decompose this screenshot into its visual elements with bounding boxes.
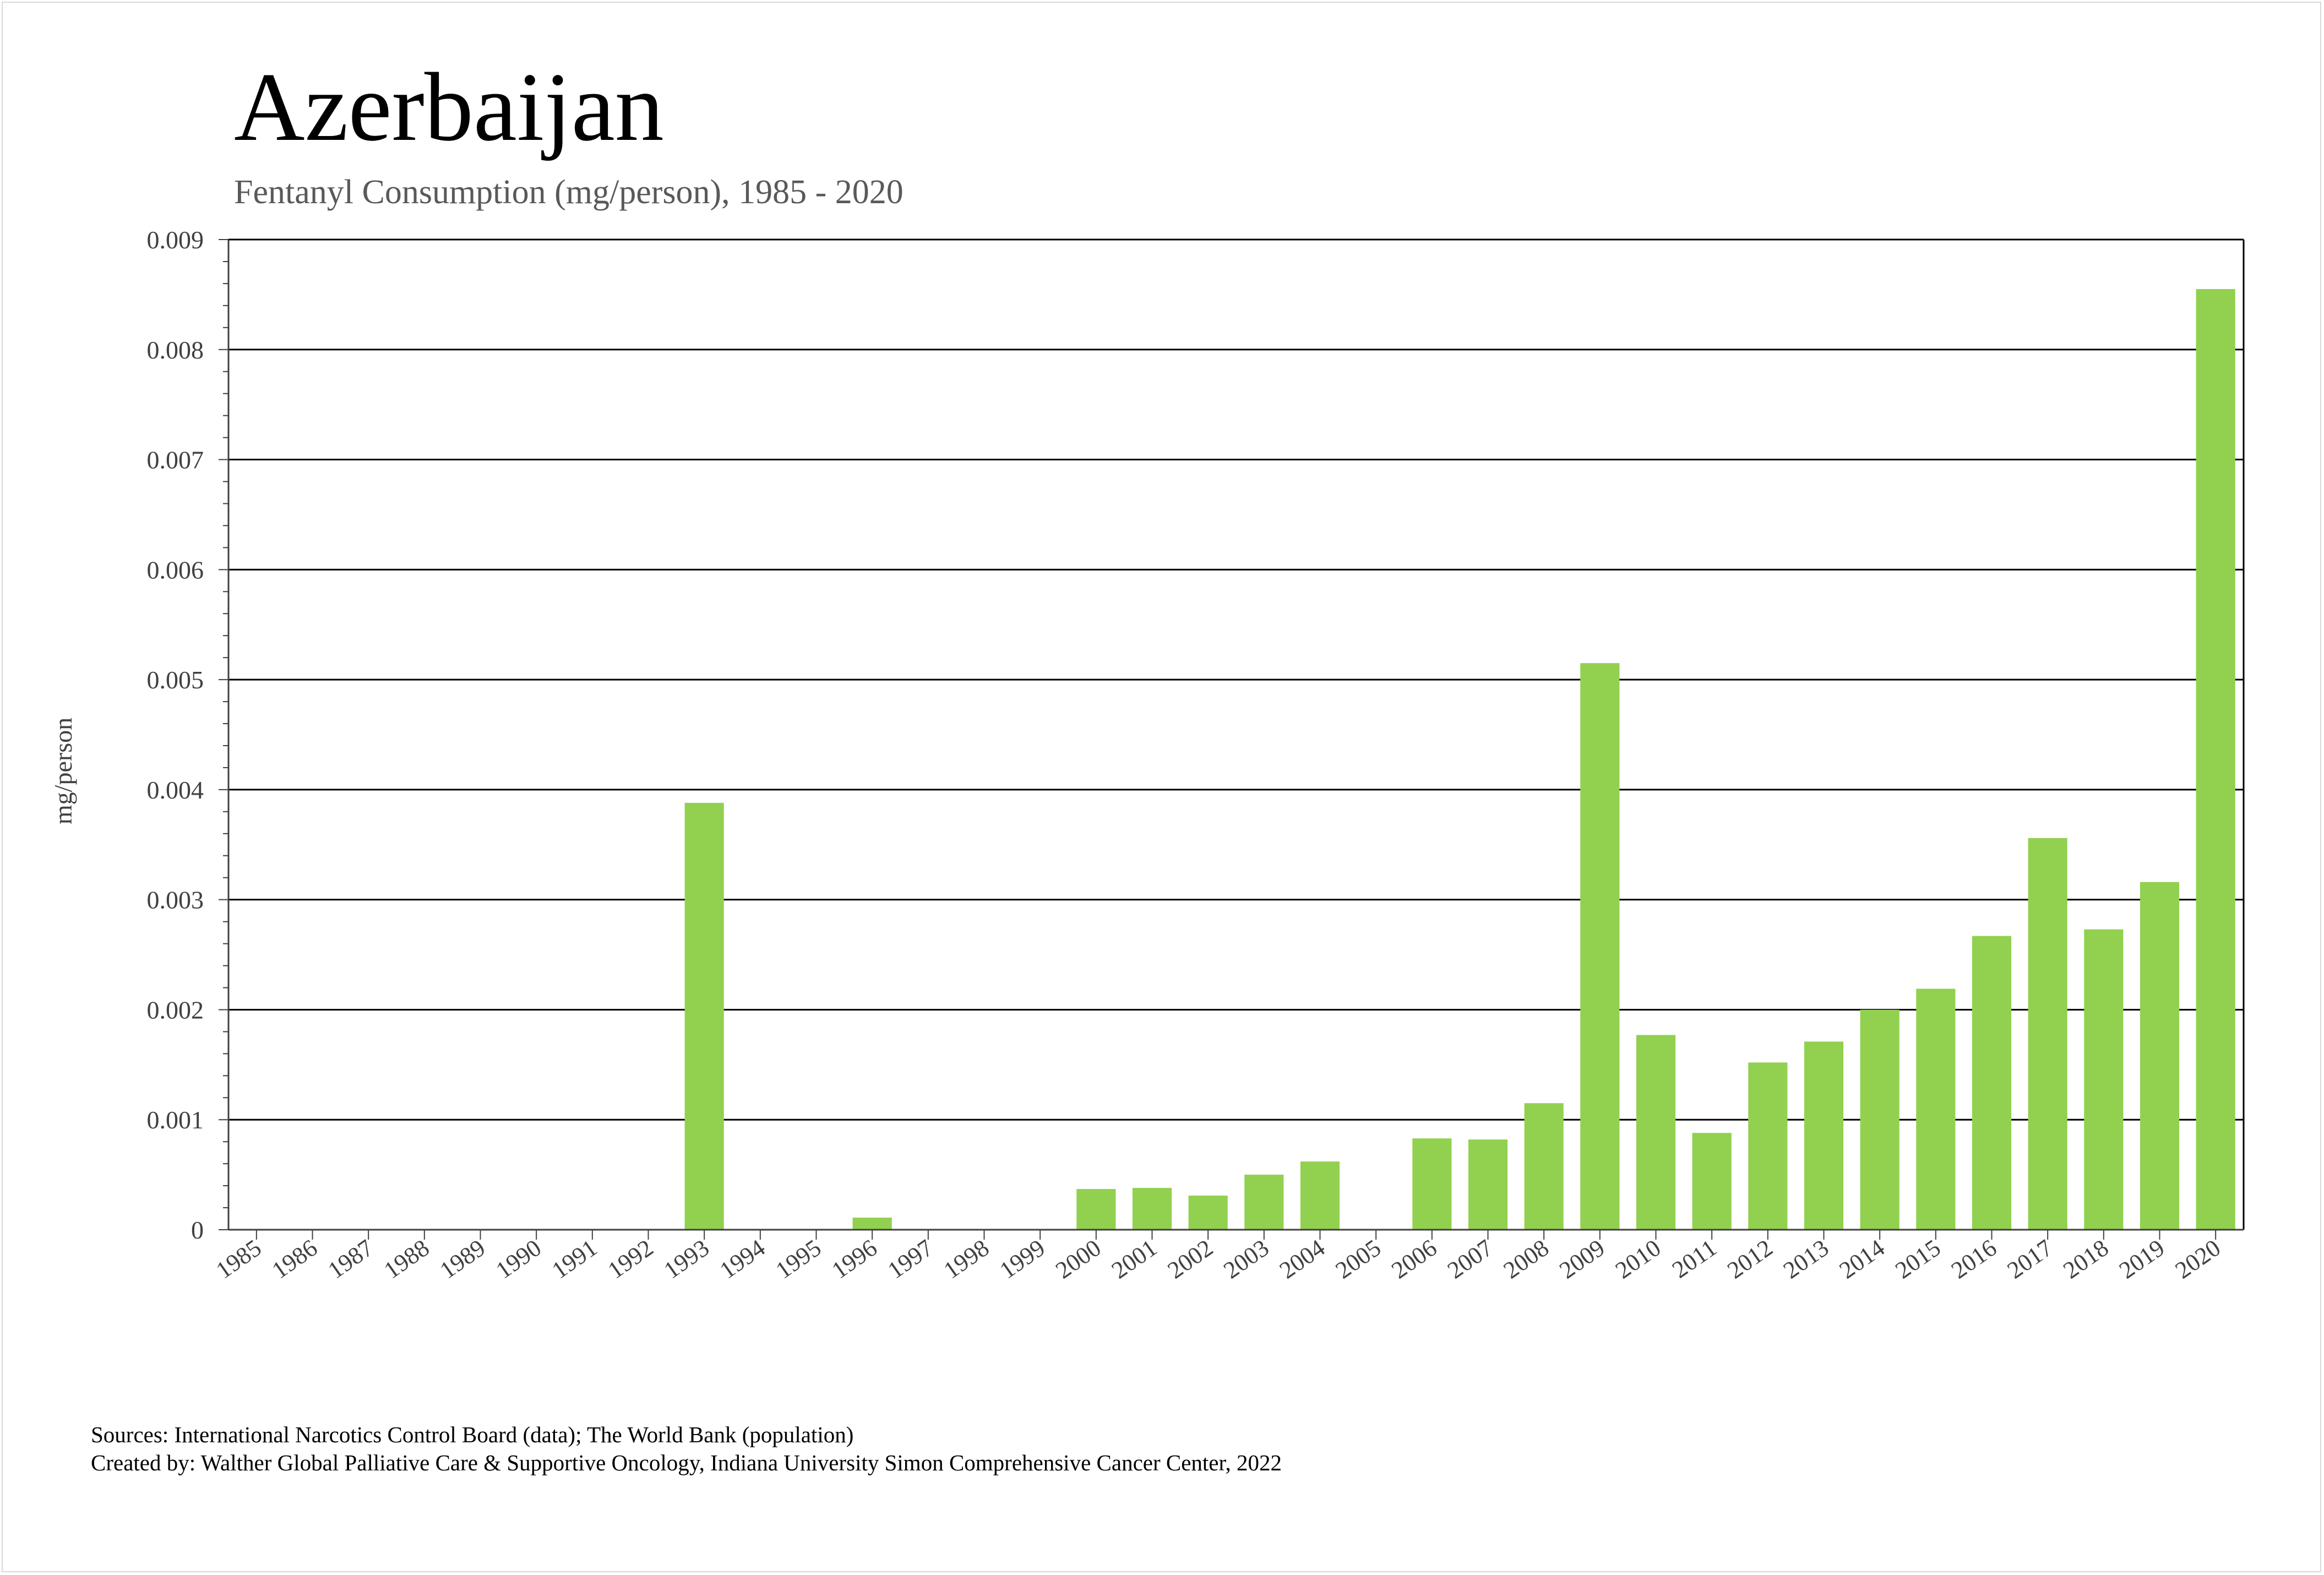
- bar-2011: [1692, 1133, 1732, 1230]
- x-tick-label: 1991: [547, 1234, 602, 1284]
- x-tick-label: 2016: [1946, 1234, 2001, 1284]
- bars: [684, 289, 2235, 1230]
- x-tick-label: 2008: [1499, 1234, 1554, 1284]
- x-tick-label: 1996: [827, 1234, 882, 1284]
- bar-2013: [1804, 1041, 1844, 1230]
- y-axis-label: mg/person: [49, 718, 77, 824]
- bar-2016: [1972, 936, 2012, 1230]
- x-tick-label: 2017: [2002, 1234, 2058, 1284]
- bar-1993: [684, 802, 724, 1230]
- x-tick-label: 2010: [1610, 1234, 1666, 1284]
- x-tick-label: 2015: [1890, 1234, 1945, 1284]
- bar-2012: [1748, 1062, 1788, 1230]
- x-tick-label: 2006: [1386, 1234, 1441, 1284]
- bar-2018: [2084, 929, 2124, 1230]
- bar-2007: [1468, 1139, 1508, 1230]
- x-tick-label: 2003: [1218, 1234, 1273, 1284]
- bar-2019: [2140, 882, 2180, 1230]
- chart-subtitle: Fentanyl Consumption (mg/person), 1985 -…: [234, 173, 904, 211]
- x-tick-label: 2013: [1778, 1234, 1833, 1284]
- x-tick-label: 2019: [2114, 1234, 2169, 1284]
- y-tick-label: 0: [191, 1216, 204, 1244]
- y-tick-label: 0.009: [147, 226, 204, 254]
- bar-2006: [1412, 1138, 1452, 1230]
- x-tick-label: 1989: [435, 1234, 490, 1284]
- bar-2003: [1244, 1175, 1284, 1230]
- bar-2009: [1580, 663, 1620, 1230]
- y-tick-label: 0.007: [147, 446, 204, 474]
- x-tick-label: 1986: [267, 1234, 322, 1284]
- axes: [219, 238, 2245, 1240]
- x-tick-label: 1990: [491, 1234, 546, 1284]
- y-tick-label: 0.001: [147, 1106, 204, 1134]
- x-tick-label: 1999: [995, 1234, 1050, 1284]
- gridlines: [228, 238, 2244, 1121]
- y-tick-label: 0.008: [147, 336, 204, 364]
- x-tick-label: 2004: [1275, 1234, 1330, 1284]
- bar-2008: [1524, 1103, 1564, 1230]
- x-tick-label: 2009: [1554, 1234, 1609, 1284]
- x-tick-label: 1985: [211, 1234, 266, 1284]
- x-tick-label: 1995: [771, 1234, 826, 1284]
- footer-sources: Sources: International Narcotics Control…: [91, 1422, 854, 1447]
- x-tick-label: 2020: [2170, 1234, 2225, 1284]
- x-tick-label: 1998: [939, 1234, 994, 1284]
- bar-2014: [1860, 1009, 1900, 1230]
- x-tick-label: 1992: [603, 1234, 658, 1284]
- footer-created-by: Created by: Walther Global Palliative Ca…: [91, 1450, 1282, 1475]
- x-tick-label: 1988: [379, 1234, 434, 1284]
- x-tick-label: 2018: [2058, 1234, 2113, 1284]
- x-tick-label: 1997: [883, 1234, 938, 1284]
- x-tick-label: 2005: [1331, 1234, 1386, 1284]
- bar-2020: [2196, 289, 2235, 1230]
- x-tick-label: 2014: [1835, 1234, 1890, 1284]
- bar-2017: [2028, 838, 2067, 1230]
- bar-2010: [1636, 1035, 1676, 1230]
- y-tick-label: 0.006: [147, 556, 204, 584]
- x-tick-label: 2001: [1107, 1234, 1162, 1284]
- x-tick-labels: 1985 1986 1987 1988 1989 1990 1991 1992 1993 1994…: [211, 1234, 2225, 1284]
- bar-2001: [1132, 1188, 1172, 1230]
- bar-2002: [1188, 1196, 1228, 1230]
- bar-2000: [1076, 1189, 1116, 1230]
- bar-1996: [852, 1218, 892, 1230]
- x-tick-label: 2002: [1163, 1234, 1218, 1284]
- x-tick-label: 2000: [1051, 1234, 1106, 1284]
- x-tick-label: 2007: [1443, 1234, 1498, 1284]
- x-tick-label: 2011: [1667, 1234, 1722, 1284]
- bar-2015: [1916, 989, 1956, 1230]
- x-tick-label: 1994: [715, 1234, 770, 1284]
- x-tick-label: 1993: [659, 1234, 714, 1284]
- chart-title: Azerbaijan: [234, 52, 664, 161]
- bar-2004: [1300, 1161, 1340, 1230]
- x-tick-label: 1987: [323, 1234, 378, 1284]
- y-tick-labels: 0 0.001 0.002 0.003 0.004 0.005 0.006 0.007 0.00…: [147, 226, 204, 1244]
- y-tick-label: 0.003: [147, 886, 204, 914]
- y-tick-label: 0.002: [147, 996, 204, 1024]
- y-tick-label: 0.004: [147, 776, 204, 804]
- x-tick-label: 2012: [1722, 1234, 1777, 1284]
- y-tick-label: 0.005: [147, 666, 204, 694]
